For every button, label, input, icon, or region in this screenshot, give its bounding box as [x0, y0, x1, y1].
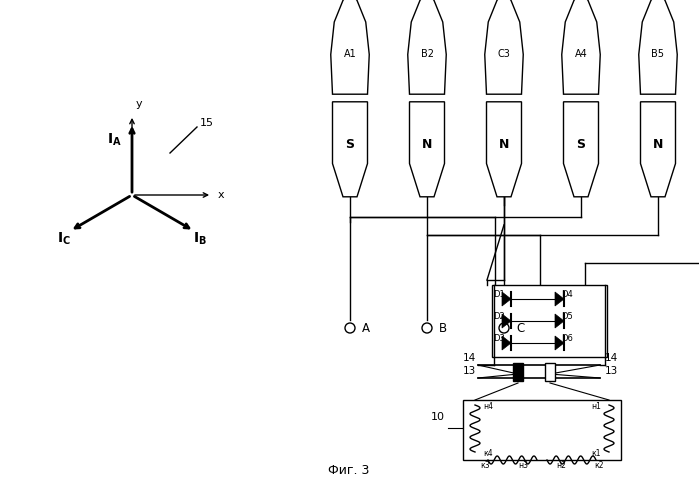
Text: A1: A1 [344, 50, 356, 59]
Text: 14: 14 [463, 353, 476, 363]
Text: D2: D2 [493, 312, 505, 321]
Polygon shape [333, 102, 368, 197]
Text: B: B [439, 321, 447, 335]
Text: Фиг. 3: Фиг. 3 [329, 464, 370, 477]
Text: S: S [577, 138, 586, 151]
Text: N: N [499, 138, 509, 151]
Text: $\mathbf{I_A}$: $\mathbf{I_A}$ [107, 132, 122, 148]
Polygon shape [487, 102, 521, 197]
Text: н3: н3 [518, 461, 528, 470]
Text: A: A [362, 321, 370, 335]
Polygon shape [639, 0, 677, 94]
Polygon shape [563, 102, 598, 197]
Bar [513, 363, 523, 381]
Polygon shape [640, 102, 675, 197]
Bar [492, 285, 607, 357]
Polygon shape [502, 292, 511, 306]
Text: 10: 10 [431, 412, 445, 422]
Text: $\mathbf{I_B}$: $\mathbf{I_B}$ [193, 231, 207, 247]
Text: S: S [345, 138, 354, 151]
Text: 15: 15 [200, 118, 214, 128]
Text: н4: н4 [483, 402, 493, 411]
Text: D1: D1 [493, 290, 505, 299]
Text: к4: к4 [483, 449, 493, 458]
Text: к3: к3 [480, 461, 490, 470]
Text: $\mathbf{I_C}$: $\mathbf{I_C}$ [57, 231, 71, 247]
Polygon shape [408, 0, 446, 94]
Polygon shape [502, 314, 511, 328]
Polygon shape [555, 314, 564, 328]
Text: к2: к2 [594, 461, 604, 470]
Text: N: N [653, 138, 663, 151]
Text: x: x [218, 190, 224, 200]
Text: B2: B2 [421, 50, 433, 59]
Text: A4: A4 [575, 50, 587, 59]
Text: 13: 13 [605, 366, 618, 376]
Bar [545, 363, 555, 381]
Text: D3: D3 [493, 334, 505, 343]
Text: C3: C3 [498, 50, 510, 59]
Text: D5: D5 [561, 312, 573, 321]
Polygon shape [562, 0, 600, 94]
Text: 13: 13 [463, 366, 476, 376]
Circle shape [422, 323, 432, 333]
Polygon shape [410, 102, 445, 197]
Polygon shape [484, 0, 524, 94]
Polygon shape [331, 0, 369, 94]
Circle shape [345, 323, 355, 333]
Polygon shape [502, 336, 511, 350]
Text: D4: D4 [561, 290, 573, 299]
Text: 14: 14 [605, 353, 618, 363]
Circle shape [499, 323, 509, 333]
Text: C: C [516, 321, 524, 335]
Text: н2: н2 [556, 461, 566, 470]
Polygon shape [555, 292, 564, 306]
Bar [463, 400, 621, 460]
Text: N: N [421, 138, 432, 151]
Text: к1: к1 [591, 449, 601, 458]
Text: D6: D6 [561, 334, 573, 343]
Text: y: y [136, 99, 143, 109]
Text: н1: н1 [591, 402, 601, 411]
Polygon shape [555, 336, 564, 350]
Text: B5: B5 [651, 50, 665, 59]
